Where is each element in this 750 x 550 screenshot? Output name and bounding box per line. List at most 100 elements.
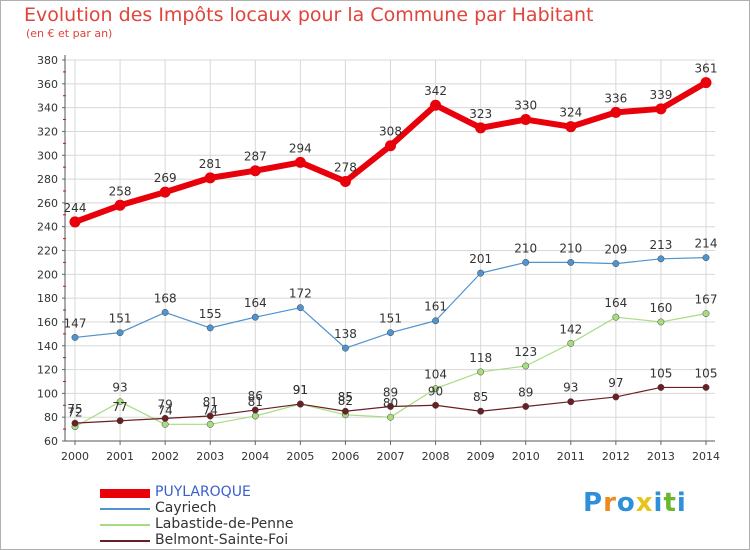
data-label: 142: [559, 322, 582, 336]
logo-letter: o: [616, 488, 636, 518]
data-point: [251, 406, 259, 414]
data-label: 147: [64, 316, 87, 330]
data-point: [702, 310, 710, 318]
data-point: [522, 403, 530, 410]
y-tick-label: 120: [37, 364, 58, 377]
legend-item: PUYLAROQUE: [100, 484, 400, 501]
data-label: 85: [338, 390, 353, 404]
data-label: 201: [469, 252, 492, 266]
data-point: [249, 165, 261, 177]
y-tick-label: 360: [37, 78, 58, 91]
data-point: [657, 255, 665, 263]
data-labels: 244 258 269 281 287 294 278 308 342 323 330 324 336 3…: [64, 62, 718, 420]
data-point: [432, 385, 440, 393]
data-point: [204, 172, 216, 184]
legend-swatch: [100, 488, 150, 498]
y-tick-label: 80: [44, 411, 58, 424]
y-tick-label: 320: [37, 125, 58, 138]
data-point: [69, 216, 81, 228]
data-label: 213: [649, 238, 672, 252]
data-point: [116, 417, 124, 425]
data-point: [657, 383, 665, 391]
data-label: 167: [695, 293, 718, 307]
data-label: 244: [64, 201, 87, 215]
legend-swatch: [100, 524, 150, 526]
data-label: 118: [469, 351, 492, 365]
data-label: 161: [424, 300, 447, 314]
y-tick-label: 300: [37, 149, 58, 162]
legend-item: Belmont-Sainte-Foi: [100, 532, 400, 549]
data-point: [116, 329, 124, 337]
data-point: [387, 329, 394, 337]
data-label: 323: [469, 107, 492, 121]
data-label: 210: [559, 241, 582, 255]
y-tick-label: 100: [37, 387, 58, 400]
chart-title: Evolution des Impôts locaux pour la Comm…: [24, 4, 594, 26]
y-tick-label: 160: [37, 316, 58, 329]
data-point: [161, 420, 169, 428]
data-point: [339, 175, 351, 187]
legend-label: Labastide-de-Penne: [155, 516, 294, 532]
data-label: 123: [514, 345, 537, 359]
y-tick-label: 280: [37, 173, 58, 186]
data-point: [206, 412, 214, 420]
data-label: 160: [649, 301, 672, 315]
x-tick-label: 2014: [692, 450, 720, 463]
data-point: [702, 383, 710, 391]
data-point: [657, 318, 665, 326]
data-point: [251, 412, 259, 420]
data-point: [477, 269, 485, 277]
data-label: 151: [109, 312, 132, 326]
data-label: 287: [244, 150, 267, 164]
x-tick-label: 2009: [467, 450, 495, 463]
axes: [62, 55, 715, 445]
logo-letter: i: [653, 488, 664, 518]
data-label: 151: [379, 312, 402, 326]
data-label: 74: [158, 403, 173, 417]
legend-label: Cayriech: [155, 500, 217, 516]
x-tick-label: 2011: [557, 450, 585, 463]
data-label: 89: [383, 385, 398, 399]
legend-item: Cayriech: [100, 500, 400, 517]
data-point: [341, 344, 349, 352]
data-point: [387, 403, 394, 410]
x-tick-label: 2012: [602, 450, 630, 463]
data-point: [161, 414, 169, 422]
y-tick-label: 240: [37, 221, 58, 234]
data-point: [430, 99, 442, 111]
data-point: [567, 398, 575, 406]
data-point: [522, 258, 530, 266]
data-label: 82: [338, 394, 353, 408]
data-point: [432, 317, 440, 325]
data-point: [520, 114, 532, 126]
data-label: 74: [203, 403, 218, 417]
data-label: 172: [289, 287, 312, 301]
data-label: 86: [248, 389, 263, 403]
x-tick-label: 2001: [106, 450, 134, 463]
logo-letter: t: [663, 488, 677, 518]
data-label: 89: [518, 385, 533, 399]
data-point: [567, 339, 575, 347]
data-point: [206, 420, 214, 428]
data-point: [385, 140, 396, 152]
data-label: 91: [293, 383, 308, 397]
logo-letter: r: [603, 488, 617, 518]
data-label: 90: [428, 384, 443, 398]
data-label: 294: [289, 141, 312, 155]
data-point: [565, 121, 577, 133]
y-tick-label: 260: [37, 197, 58, 210]
data-point: [700, 77, 712, 89]
x-tick-label: 2000: [61, 450, 89, 463]
y-axis-ticks: 60 80 100 120 140 160 180 200 220 240 260 280 300 320…: [37, 54, 58, 448]
data-point: [567, 258, 575, 266]
data-label: 138: [334, 327, 357, 341]
data-label: 81: [248, 395, 263, 409]
data-label: 85: [473, 390, 488, 404]
y-tick-label: 180: [37, 292, 58, 305]
legend: PUYLAROQUE Cayriech Labastide-de-Penne Belm…: [100, 484, 400, 549]
legend-swatch: [100, 508, 150, 510]
data-point: [477, 368, 485, 376]
data-point: [251, 313, 259, 321]
data-label: 336: [604, 91, 627, 105]
data-label: 105: [649, 366, 672, 380]
